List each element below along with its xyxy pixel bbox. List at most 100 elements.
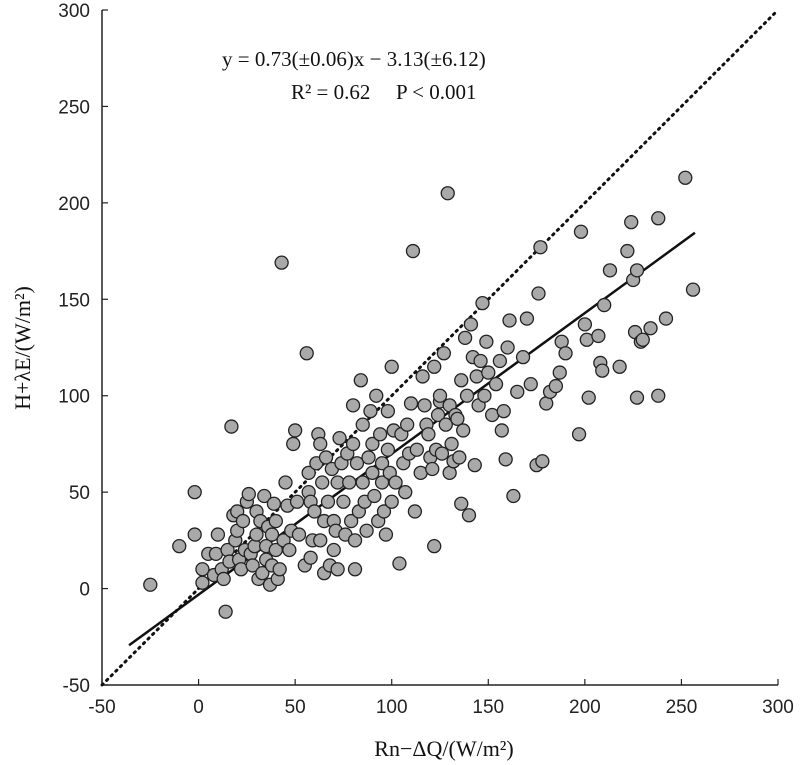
y-tick-label: 50 xyxy=(69,483,90,504)
x-tick-label: 50 xyxy=(285,697,306,718)
x-tick-label: 0 xyxy=(193,697,204,718)
y-axis-title: H+λE/(W/m²) xyxy=(10,286,35,410)
data-point xyxy=(342,475,357,490)
data-point xyxy=(330,562,345,577)
data-point xyxy=(216,571,231,587)
data-point xyxy=(264,527,280,542)
data-point xyxy=(461,508,477,523)
data-point xyxy=(602,263,618,278)
data-point xyxy=(515,349,531,365)
data-point xyxy=(372,427,388,442)
y-tick-label: 100 xyxy=(58,387,90,408)
data-point xyxy=(629,390,645,405)
data-point xyxy=(510,384,525,400)
data-point xyxy=(187,484,202,500)
data-point xyxy=(498,452,513,467)
data-point xyxy=(355,417,370,432)
data-point xyxy=(245,558,260,573)
data-point xyxy=(467,457,482,473)
data-point xyxy=(488,376,504,392)
data-point xyxy=(548,378,564,394)
y-tick-label: 200 xyxy=(58,194,90,215)
data-point xyxy=(612,359,627,374)
data-point xyxy=(398,484,413,500)
data-point xyxy=(320,494,336,509)
data-point xyxy=(400,417,415,432)
data-point xyxy=(475,295,490,311)
x-tick-label: 100 xyxy=(376,697,408,718)
data-point xyxy=(378,527,394,542)
data-point xyxy=(363,403,378,419)
data-point xyxy=(195,575,210,590)
x-tick-label: 150 xyxy=(472,697,504,718)
data-point xyxy=(651,388,666,403)
data-point xyxy=(388,475,403,490)
data-point xyxy=(477,388,492,403)
data-point xyxy=(436,346,452,361)
data-point xyxy=(359,523,374,538)
data-point xyxy=(355,475,370,490)
data-point xyxy=(336,494,351,509)
data-point xyxy=(415,369,430,384)
y-tick-label: 150 xyxy=(58,290,90,311)
data-point xyxy=(452,450,467,465)
data-point xyxy=(438,417,453,432)
data-point xyxy=(224,419,239,434)
regression-line xyxy=(128,231,696,647)
data-point xyxy=(450,411,465,427)
data-point xyxy=(409,442,424,457)
data-point xyxy=(374,456,390,471)
data-point xyxy=(218,604,233,619)
data-point xyxy=(143,577,158,592)
data-point xyxy=(405,243,421,259)
data-point xyxy=(479,334,494,349)
data-point xyxy=(278,475,293,490)
data-point xyxy=(345,436,361,452)
data-point xyxy=(519,311,535,326)
data-point xyxy=(531,286,546,301)
data-point xyxy=(369,388,384,403)
x-tick-label: 300 xyxy=(762,697,794,718)
data-point xyxy=(481,365,496,380)
data-points xyxy=(143,170,701,619)
data-point xyxy=(266,496,282,511)
axis-ticks: -50 0 50 100 150 200 250 300 -50 0 50 100 150 200 250 3… xyxy=(58,1,794,718)
regression-r2: R² = 0.62 xyxy=(291,80,370,104)
data-point xyxy=(384,359,399,374)
data-point xyxy=(367,488,382,504)
data-point xyxy=(299,346,314,361)
x-tick-label: 250 xyxy=(666,697,698,718)
data-point xyxy=(318,450,334,465)
data-point xyxy=(506,488,521,504)
data-point xyxy=(392,556,407,571)
data-point xyxy=(249,527,264,542)
data-point xyxy=(347,533,363,548)
data-point xyxy=(257,488,272,504)
data-point xyxy=(492,353,508,369)
data-point xyxy=(282,542,297,558)
data-point xyxy=(315,475,330,490)
data-point xyxy=(421,427,436,442)
data-point xyxy=(635,332,650,347)
y-tick-label: 0 xyxy=(79,580,90,601)
data-point xyxy=(573,224,589,239)
data-point xyxy=(523,376,538,392)
data-point xyxy=(384,494,399,509)
data-point xyxy=(425,461,440,477)
data-point xyxy=(496,403,511,419)
data-point xyxy=(347,562,363,577)
data-point xyxy=(417,398,432,413)
data-point xyxy=(432,388,448,403)
data-point xyxy=(407,504,423,519)
data-point xyxy=(571,427,587,442)
data-point xyxy=(651,211,666,226)
data-point xyxy=(313,436,328,452)
data-point xyxy=(595,363,610,378)
data-point xyxy=(552,365,567,380)
data-point xyxy=(577,317,593,332)
data-point xyxy=(241,486,256,502)
data-point xyxy=(456,423,471,438)
data-point xyxy=(454,496,469,511)
data-point xyxy=(255,565,270,581)
data-point xyxy=(365,465,380,481)
